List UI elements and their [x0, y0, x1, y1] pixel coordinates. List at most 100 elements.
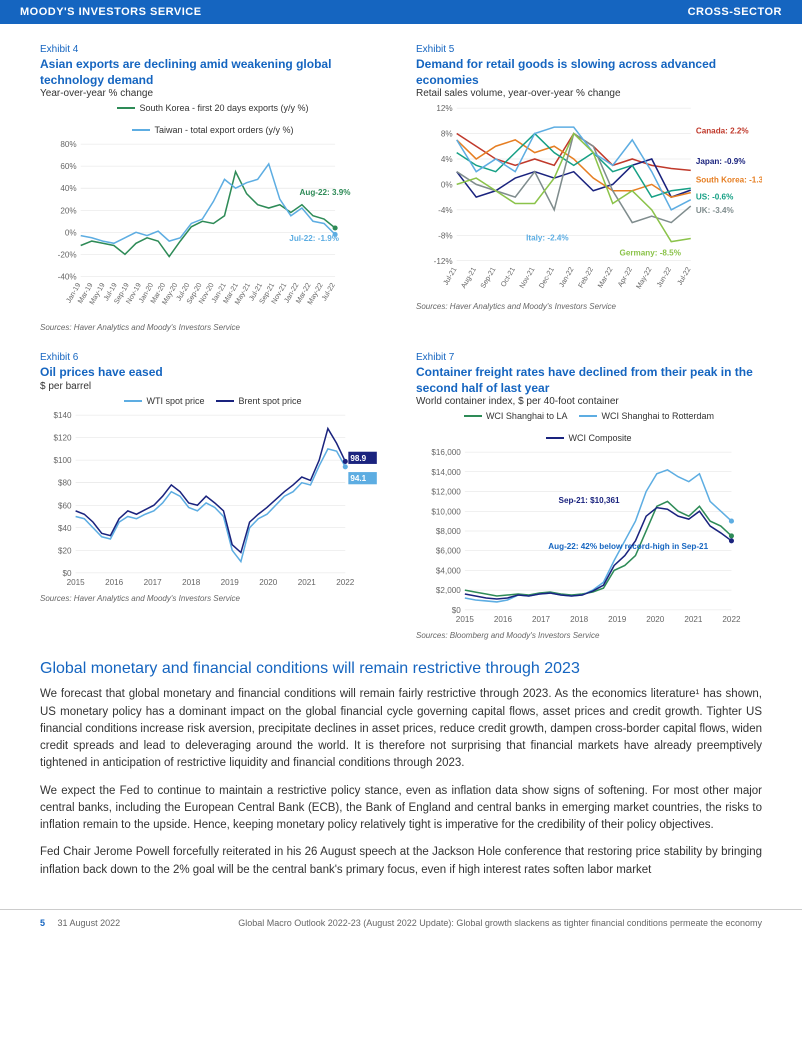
exhibit-subtitle: Year-over-year % change	[40, 88, 386, 99]
svg-text:2015: 2015	[67, 578, 86, 587]
svg-text:Germany: -8.5%: Germany: -8.5%	[620, 249, 682, 258]
legend-label: WTI spot price	[146, 396, 204, 406]
chart-legend: WTI spot price Brent spot price	[40, 396, 386, 406]
chart-legend: South Korea - first 20 days exports (y/y…	[40, 103, 386, 135]
svg-text:2022: 2022	[722, 615, 741, 624]
svg-text:0%: 0%	[441, 181, 453, 190]
svg-text:Jul-21: Jul-21	[442, 266, 459, 287]
svg-text:-20%: -20%	[58, 251, 77, 260]
exhibit-label: Exhibit 5	[416, 44, 762, 55]
svg-text:2016: 2016	[494, 615, 513, 624]
page-number: 5	[40, 918, 45, 928]
chart-container: $0$2,000$4,000$6,000$8,000$10,000$12,000…	[416, 447, 762, 627]
footer-right: Global Macro Outlook 2022-23 (August 202…	[238, 918, 762, 928]
exhibit-label: Exhibit 6	[40, 352, 386, 363]
svg-text:80%: 80%	[60, 140, 76, 149]
svg-text:2021: 2021	[298, 578, 317, 587]
svg-text:Dec-21: Dec-21	[538, 266, 556, 290]
svg-text:4%: 4%	[441, 155, 453, 164]
legend-swatch	[117, 107, 135, 109]
svg-text:Mar-22: Mar-22	[596, 266, 614, 290]
legend-swatch	[216, 400, 234, 402]
exhibit-subtitle: $ per barrel	[40, 381, 386, 392]
svg-text:$12,000: $12,000	[431, 488, 461, 497]
svg-text:$120: $120	[53, 433, 72, 442]
chart-legend: WCI Shanghai to LA WCI Shanghai to Rotte…	[416, 411, 762, 443]
line-chart: -12%-8%-4%0%4%8%12%Jul-21Aug-21Sep-21Oct…	[416, 103, 762, 301]
svg-text:2018: 2018	[182, 578, 201, 587]
svg-text:2021: 2021	[684, 615, 703, 624]
svg-text:12%: 12%	[436, 104, 452, 113]
chart-sources: Sources: Haver Analytics and Moody's Inv…	[40, 323, 386, 332]
page-footer: 5 31 August 2022 Global Macro Outlook 20…	[0, 909, 802, 936]
svg-text:2020: 2020	[259, 578, 278, 587]
svg-text:Jul-22: Jul-22	[676, 266, 693, 287]
body-paragraph: We expect the Fed to continue to maintai…	[40, 783, 762, 835]
svg-text:$0: $0	[62, 569, 72, 578]
svg-text:40%: 40%	[60, 184, 76, 193]
footer-left: 5 31 August 2022	[40, 918, 120, 928]
svg-text:-40%: -40%	[58, 273, 77, 282]
svg-text:2019: 2019	[221, 578, 240, 587]
legend-item: Taiwan - total export orders (y/y %)	[132, 125, 293, 135]
exhibit-title: Asian exports are declining amid weakeni…	[40, 57, 386, 88]
svg-text:-4%: -4%	[438, 206, 452, 215]
svg-text:Jul-22: -1.9%: Jul-22: -1.9%	[289, 234, 339, 243]
legend-swatch	[464, 415, 482, 417]
svg-text:Oct-21: Oct-21	[499, 266, 517, 289]
svg-text:Feb-22: Feb-22	[577, 266, 595, 290]
legend-label: WCI Shanghai to Rotterdam	[601, 411, 714, 421]
svg-text:Apr-22: Apr-22	[616, 266, 634, 289]
svg-text:$6,000: $6,000	[436, 547, 461, 556]
footer-date: 31 August 2022	[58, 918, 121, 928]
svg-text:94.1: 94.1	[350, 474, 366, 483]
svg-text:$60: $60	[58, 501, 72, 510]
svg-text:20%: 20%	[60, 206, 76, 215]
exhibit-subtitle: World container index, $ per 40-foot con…	[416, 396, 762, 407]
legend-swatch	[132, 129, 150, 131]
svg-text:$80: $80	[58, 479, 72, 488]
chart-container: $0$20$40$60$80$100$120$14020152016201720…	[40, 410, 386, 590]
svg-text:$40: $40	[58, 524, 72, 533]
exhibit-title: Container freight rates have declined fr…	[416, 365, 762, 396]
legend-label: South Korea - first 20 days exports (y/y…	[139, 103, 308, 113]
line-chart: -40%-20%0%20%40%60%80%Jan-19Mar-19May-19…	[40, 139, 386, 322]
svg-text:Aug-22: 3.9%: Aug-22: 3.9%	[299, 188, 351, 197]
svg-text:$8,000: $8,000	[436, 527, 461, 536]
legend-swatch	[579, 415, 597, 417]
svg-text:2017: 2017	[144, 578, 163, 587]
chart-sources: Sources: Bloomberg and Moody's Investors…	[416, 631, 762, 640]
line-chart: $0$2,000$4,000$6,000$8,000$10,000$12,000…	[416, 447, 762, 630]
legend-label: Taiwan - total export orders (y/y %)	[154, 125, 293, 135]
svg-text:Jun-22: Jun-22	[655, 266, 673, 289]
legend-item: WTI spot price	[124, 396, 204, 406]
chart-sources: Sources: Haver Analytics and Moody's Inv…	[40, 594, 386, 603]
svg-text:-8%: -8%	[438, 232, 452, 241]
exhibit-title: Demand for retail goods is slowing acros…	[416, 57, 762, 88]
svg-text:Nov-21: Nov-21	[518, 266, 536, 290]
svg-text:South Korea: -1.3%: South Korea: -1.3%	[696, 176, 762, 185]
exhibit-subtitle: Retail sales volume, year-over-year % ch…	[416, 88, 762, 99]
legend-label: WCI Shanghai to LA	[486, 411, 568, 421]
section-heading: Global monetary and financial conditions…	[40, 660, 762, 678]
svg-text:Sep-21: Sep-21	[479, 266, 497, 290]
svg-text:8%: 8%	[441, 130, 453, 139]
exhibit-7: Exhibit 7 Container freight rates have d…	[416, 352, 762, 640]
exhibit-4: Exhibit 4 Asian exports are declining am…	[40, 44, 386, 332]
header-brand: MOODY'S INVESTORS SERVICE	[20, 6, 202, 18]
exhibit-title: Oil prices have eased	[40, 365, 386, 381]
svg-text:$20: $20	[58, 546, 72, 555]
legend-item: Brent spot price	[216, 396, 301, 406]
body-paragraph: We forecast that global monetary and fin…	[40, 686, 762, 772]
legend-item: WCI Shanghai to LA	[464, 411, 568, 421]
exhibit-6: Exhibit 6 Oil prices have eased $ per ba…	[40, 352, 386, 640]
svg-text:$100: $100	[53, 456, 72, 465]
header-bar: MOODY'S INVESTORS SERVICE CROSS-SECTOR	[0, 0, 802, 24]
svg-text:Jan-22: Jan-22	[558, 266, 576, 289]
legend-swatch	[124, 400, 142, 402]
svg-text:Sep-21: $10,361: Sep-21: $10,361	[559, 496, 620, 505]
svg-text:US: -0.6%: US: -0.6%	[696, 193, 734, 202]
svg-text:Aug-21: Aug-21	[460, 266, 478, 290]
line-chart: $0$20$40$60$80$100$120$14020152016201720…	[40, 410, 386, 593]
charts-grid: Exhibit 4 Asian exports are declining am…	[40, 44, 762, 640]
